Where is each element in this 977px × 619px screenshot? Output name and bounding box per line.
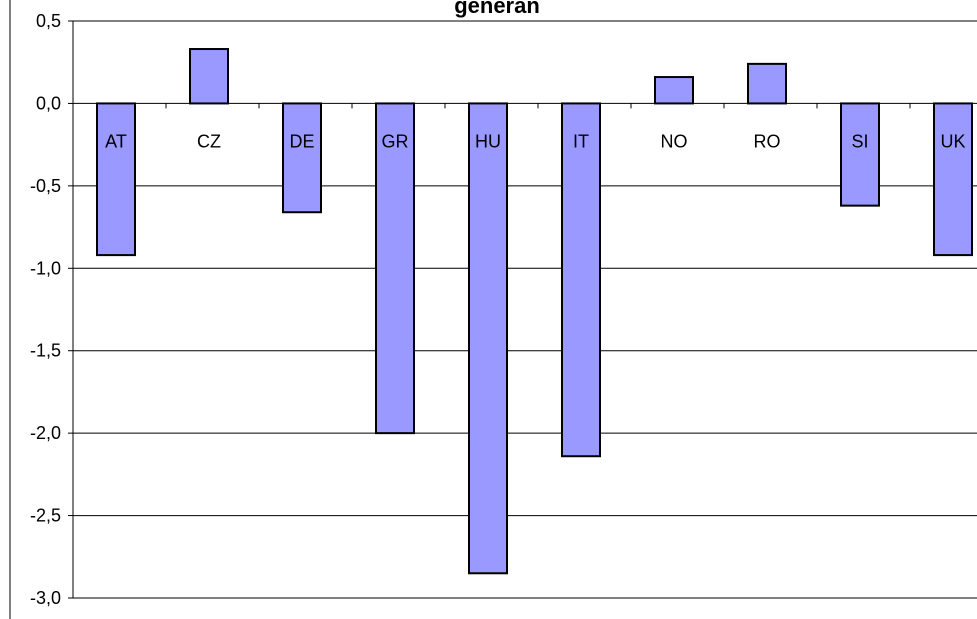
bar-no <box>654 76 694 105</box>
category-label-no: NO <box>661 131 688 151</box>
y-tick-label: -2,5 <box>30 506 61 526</box>
y-tick-label: -0,5 <box>30 176 61 196</box>
y-tick-label: 0,5 <box>36 11 61 31</box>
axes <box>9 0 911 619</box>
category-label-it: IT <box>573 131 589 151</box>
category-label-uk: UK <box>940 131 965 151</box>
bars <box>96 48 973 575</box>
x-axis-category-labels: AT CZ DE GR HU IT NO RO SI UK <box>105 131 965 151</box>
y-tick-label: 0,0 <box>36 93 61 113</box>
bar-hu <box>468 102 508 575</box>
y-tick-label: -2,0 <box>30 423 61 443</box>
category-label-cz: CZ <box>197 131 221 151</box>
y-tick-label: -3,0 <box>30 588 61 608</box>
bar-si <box>840 102 880 207</box>
bar-at <box>96 102 136 257</box>
bar-it <box>561 102 601 458</box>
y-axis-tick-labels: 0,5 0,0 -0,5 -1,0 -1,5 -2,0 -2,5 -3,0 <box>30 11 61 608</box>
bar-de <box>282 102 322 214</box>
category-label-si: SI <box>851 131 868 151</box>
category-label-hu: HU <box>475 131 501 151</box>
chart-title: generan <box>454 0 540 18</box>
category-label-gr: GR <box>382 131 409 151</box>
y-tick-label: -1,5 <box>30 341 61 361</box>
category-label-de: DE <box>289 131 314 151</box>
bar-ro <box>747 62 787 105</box>
y-tick-label: -1,0 <box>30 258 61 278</box>
category-label-ro: RO <box>754 131 781 151</box>
category-label-at: AT <box>105 131 127 151</box>
bar-gr <box>375 102 415 435</box>
bar-cz <box>189 48 229 105</box>
bar-uk <box>933 102 973 257</box>
